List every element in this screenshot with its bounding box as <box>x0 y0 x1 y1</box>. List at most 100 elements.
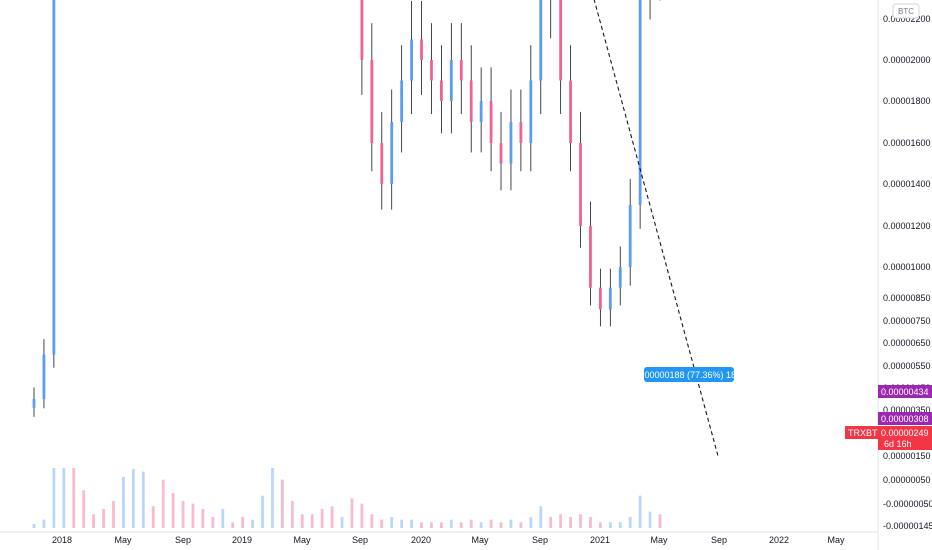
volume-bar <box>201 509 205 528</box>
volume-bar <box>281 479 284 528</box>
volume-bar <box>330 506 334 528</box>
price-tick-label: 0.00000550 <box>883 361 931 371</box>
time-tick-label: Sep <box>532 535 548 545</box>
volume-bar <box>271 468 274 528</box>
candle-body <box>400 80 404 122</box>
time-tick-label: 2018 <box>52 535 72 545</box>
price-tick-label: 0.00000150 <box>883 451 931 461</box>
volume-bars <box>32 468 662 528</box>
volume-bar <box>360 503 364 528</box>
candle-body <box>42 354 46 399</box>
candle-body <box>638 0 642 205</box>
volume-bar <box>350 498 354 528</box>
volume-bar <box>648 511 652 528</box>
volume-bar <box>141 471 145 528</box>
volume-bar <box>251 519 255 528</box>
volume-bar <box>290 501 294 528</box>
candle-body <box>519 122 523 143</box>
volume-bar <box>509 519 513 528</box>
candle-body <box>628 205 632 267</box>
price-tick-label: 0.00001400 <box>883 179 931 189</box>
volume-bar <box>191 503 195 528</box>
volume-bar <box>320 509 324 528</box>
price-tick-label: 0.00000450 <box>883 383 931 393</box>
descending-trendline[interactable] <box>121 0 719 457</box>
time-tick-label: Sep <box>352 535 368 545</box>
time-tick-label: May <box>471 535 489 545</box>
volume-bar <box>449 519 453 528</box>
time-tick-label: 2021 <box>590 535 610 545</box>
volume-bar <box>221 509 225 528</box>
volume-bar <box>519 522 523 528</box>
candle-body <box>529 80 533 143</box>
candle-body <box>608 287 612 310</box>
candle-body <box>598 287 602 310</box>
volume-bar <box>42 519 46 528</box>
volume-bar <box>241 517 245 528</box>
candle-body <box>618 267 622 288</box>
candle-body <box>430 60 433 81</box>
volume-bar <box>598 522 602 528</box>
candle-body <box>380 143 384 184</box>
candle-body <box>569 80 572 143</box>
volume-bar <box>618 522 622 528</box>
volume-bar <box>82 490 86 528</box>
volume-bar <box>608 522 612 528</box>
volume-bar <box>499 522 503 528</box>
price-tick-label: 0.00000350 <box>883 405 931 415</box>
volume-bar <box>231 522 235 528</box>
volume-bar <box>628 517 632 528</box>
volume-bar <box>370 514 374 528</box>
candle-body <box>449 60 453 101</box>
candle-body <box>479 101 483 122</box>
volume-bar <box>489 519 493 528</box>
candle-body <box>370 60 374 143</box>
time-tick-label: 2020 <box>411 535 431 545</box>
price-tick-label: 0.00001800 <box>883 96 931 106</box>
volume-bar <box>211 517 215 528</box>
candle-body <box>559 0 563 81</box>
volume-bar <box>410 519 413 528</box>
candle-body <box>360 0 364 60</box>
volume-bar <box>380 519 384 528</box>
candle-body <box>52 0 56 355</box>
candle-body <box>32 399 36 408</box>
price-tick-label: 0.00001200 <box>883 221 931 231</box>
volume-bar <box>62 468 66 528</box>
volume-bar <box>529 517 533 528</box>
candle-body <box>459 60 463 81</box>
volume-bar <box>479 522 483 528</box>
volume-bar <box>459 522 463 528</box>
volume-bar <box>102 509 105 528</box>
candle-body <box>579 143 582 226</box>
candle-body <box>390 122 394 184</box>
volume-bar <box>112 501 115 528</box>
trendline[interactable] <box>121 0 719 457</box>
time-tick-label: 2019 <box>232 535 252 545</box>
price-tick-label: 0.00000050 <box>883 475 931 485</box>
volume-bar <box>340 517 344 528</box>
time-tick-label: May <box>650 535 668 545</box>
volume-bar <box>430 522 433 528</box>
price-tick-label: 0.00000650 <box>883 338 931 348</box>
volume-bar <box>549 517 553 528</box>
price-tick-label: 0.00000250 <box>883 429 931 439</box>
candle-body <box>420 39 423 60</box>
volume-bar <box>171 493 175 528</box>
price-tick-label: 0.00000750 <box>883 316 931 326</box>
candle-body <box>589 226 592 288</box>
time-tick-label: May <box>114 535 132 545</box>
volume-bar <box>469 519 473 528</box>
volume-bar <box>300 514 304 528</box>
volume-bar <box>579 514 582 528</box>
price-tick-label: 0.00001000 <box>883 262 931 272</box>
volume-bar <box>539 506 543 528</box>
volume-bar <box>122 477 125 528</box>
candle-body <box>410 39 413 81</box>
price-tick-label: 0.00002200 <box>883 14 931 24</box>
time-tick-label: Sep <box>711 535 727 545</box>
time-tick-label: May <box>293 535 311 545</box>
